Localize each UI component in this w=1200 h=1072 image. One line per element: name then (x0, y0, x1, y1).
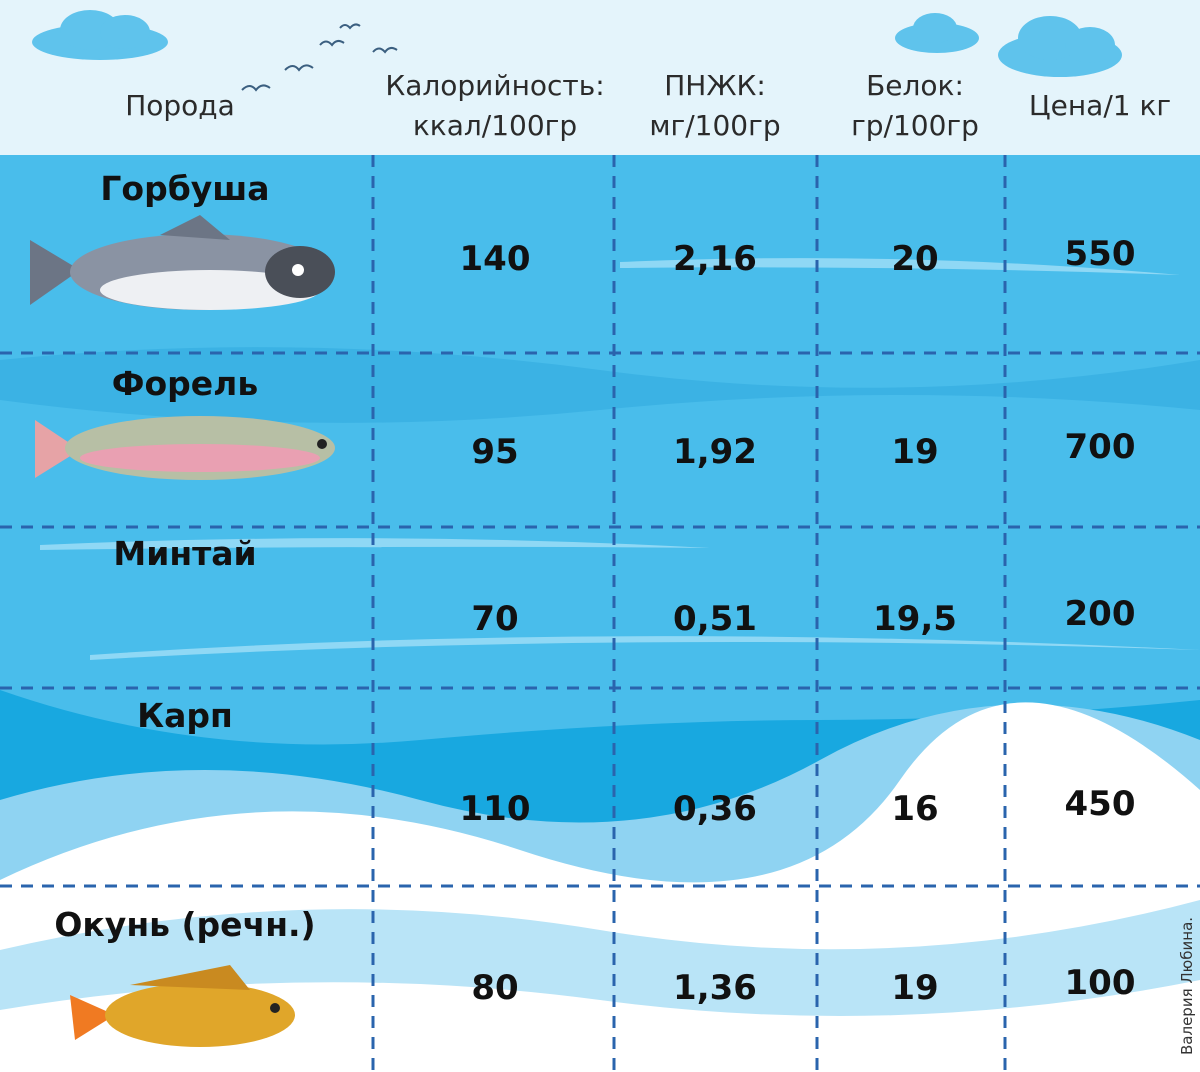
cell-value: 0,36 (673, 789, 757, 829)
cell-value: 1,92 (673, 432, 757, 472)
column-header: ПНЖК: (664, 69, 766, 102)
fish-name: Минтай (113, 534, 256, 573)
credit: Валерия Любина. (1178, 917, 1196, 1055)
cell-value: 95 (471, 432, 518, 472)
cell-value: 200 (1065, 594, 1136, 634)
cell-value: 2,16 (673, 239, 757, 279)
cell-value: 19 (891, 968, 938, 1008)
cell-value: 70 (471, 599, 518, 639)
column-header: мг/100гр (649, 109, 780, 142)
fish-perch (70, 965, 295, 1047)
sky (0, 0, 1200, 155)
cell-value: 100 (1065, 963, 1136, 1003)
clouds (32, 10, 1122, 77)
column-header: Белок: (866, 69, 964, 102)
cell-value: 450 (1065, 784, 1136, 824)
column-header: Порода (125, 89, 235, 122)
cell-value: 700 (1065, 427, 1136, 467)
cell-value: 140 (460, 239, 531, 279)
grid (0, 155, 1200, 1072)
cell-value: 80 (471, 968, 518, 1008)
fish-pink-salmon (30, 215, 335, 310)
cell-value: 110 (460, 789, 531, 829)
fish-name: Форель (112, 364, 258, 403)
cell-value: 0,51 (673, 599, 757, 639)
fish-name: Карп (137, 696, 233, 735)
cell-value: 16 (891, 789, 938, 829)
fish-name: Горбуша (100, 169, 269, 208)
fish-name: Окунь (речн.) (54, 905, 315, 944)
cell-value: 19,5 (873, 599, 957, 639)
column-header: Калорийность: (385, 69, 604, 102)
waves (0, 258, 1200, 1072)
table-text: Порода Калорийность: ккал/100гр ПНЖК: мг/100… (54, 69, 1196, 1055)
cell-value: 550 (1065, 234, 1136, 274)
column-header: гр/100гр (851, 109, 979, 142)
birds (241, 23, 398, 92)
column-header: Цена/1 кг (1029, 89, 1171, 122)
cell-value: 20 (891, 239, 938, 279)
cell-value: 1,36 (673, 968, 757, 1008)
column-header: ккал/100гр (413, 109, 577, 142)
cell-value: 19 (891, 432, 938, 472)
fish-trout (35, 416, 335, 480)
